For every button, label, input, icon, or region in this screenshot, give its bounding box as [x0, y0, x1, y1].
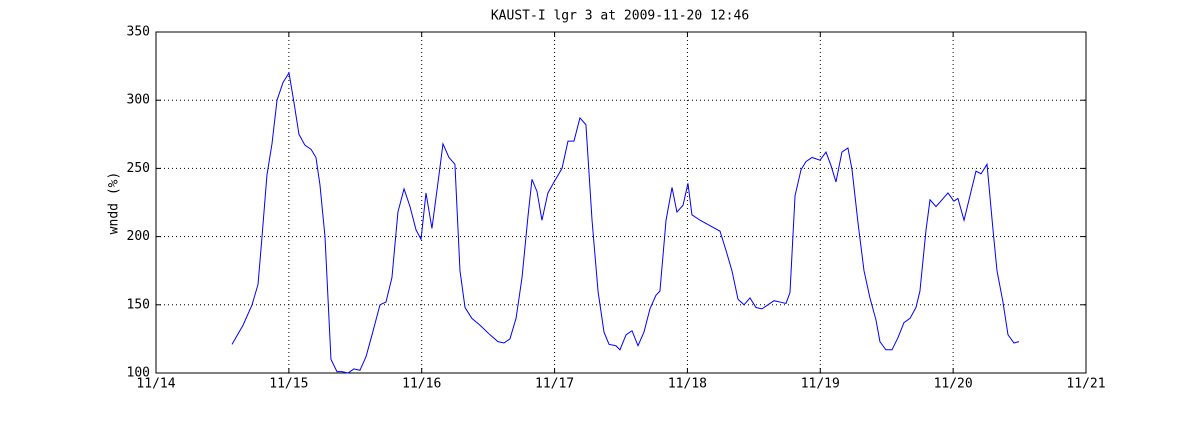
data-line: [231, 71, 1020, 374]
x-tick-label: 11/19: [801, 377, 840, 392]
y-tick-label: 350: [127, 25, 150, 40]
y-tick-label: 200: [127, 229, 150, 244]
y-tick-label: 250: [127, 161, 150, 176]
y-tick-label: 100: [127, 366, 150, 381]
chart-title: KAUST-I lgr 3 at 2009-11-20 12:46: [491, 9, 749, 24]
plot-frame: [155, 31, 1087, 374]
y-axis-label: wndd (%): [107, 172, 122, 235]
x-tick-label: 11/18: [668, 377, 707, 392]
y-tick-label: 150: [127, 297, 150, 312]
x-tick-label: 11/21: [1066, 377, 1105, 392]
x-tick-label: 11/20: [934, 377, 973, 392]
y-tick-label: 300: [127, 93, 150, 108]
x-tick-label: 11/15: [269, 377, 308, 392]
x-tick-label: 11/17: [535, 377, 574, 392]
x-tick-label: 11/14: [136, 377, 175, 392]
x-tick-label: 11/16: [402, 377, 441, 392]
